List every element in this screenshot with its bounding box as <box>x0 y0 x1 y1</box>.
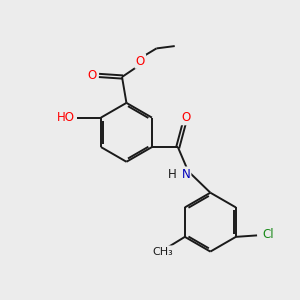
Text: O: O <box>181 111 190 124</box>
Text: CH₃: CH₃ <box>153 247 173 256</box>
Text: O: O <box>136 55 145 68</box>
Text: Cl: Cl <box>262 228 274 241</box>
Text: H: H <box>168 168 176 181</box>
Text: N: N <box>182 168 190 181</box>
Text: HO: HO <box>57 111 75 124</box>
Text: O: O <box>87 69 96 82</box>
